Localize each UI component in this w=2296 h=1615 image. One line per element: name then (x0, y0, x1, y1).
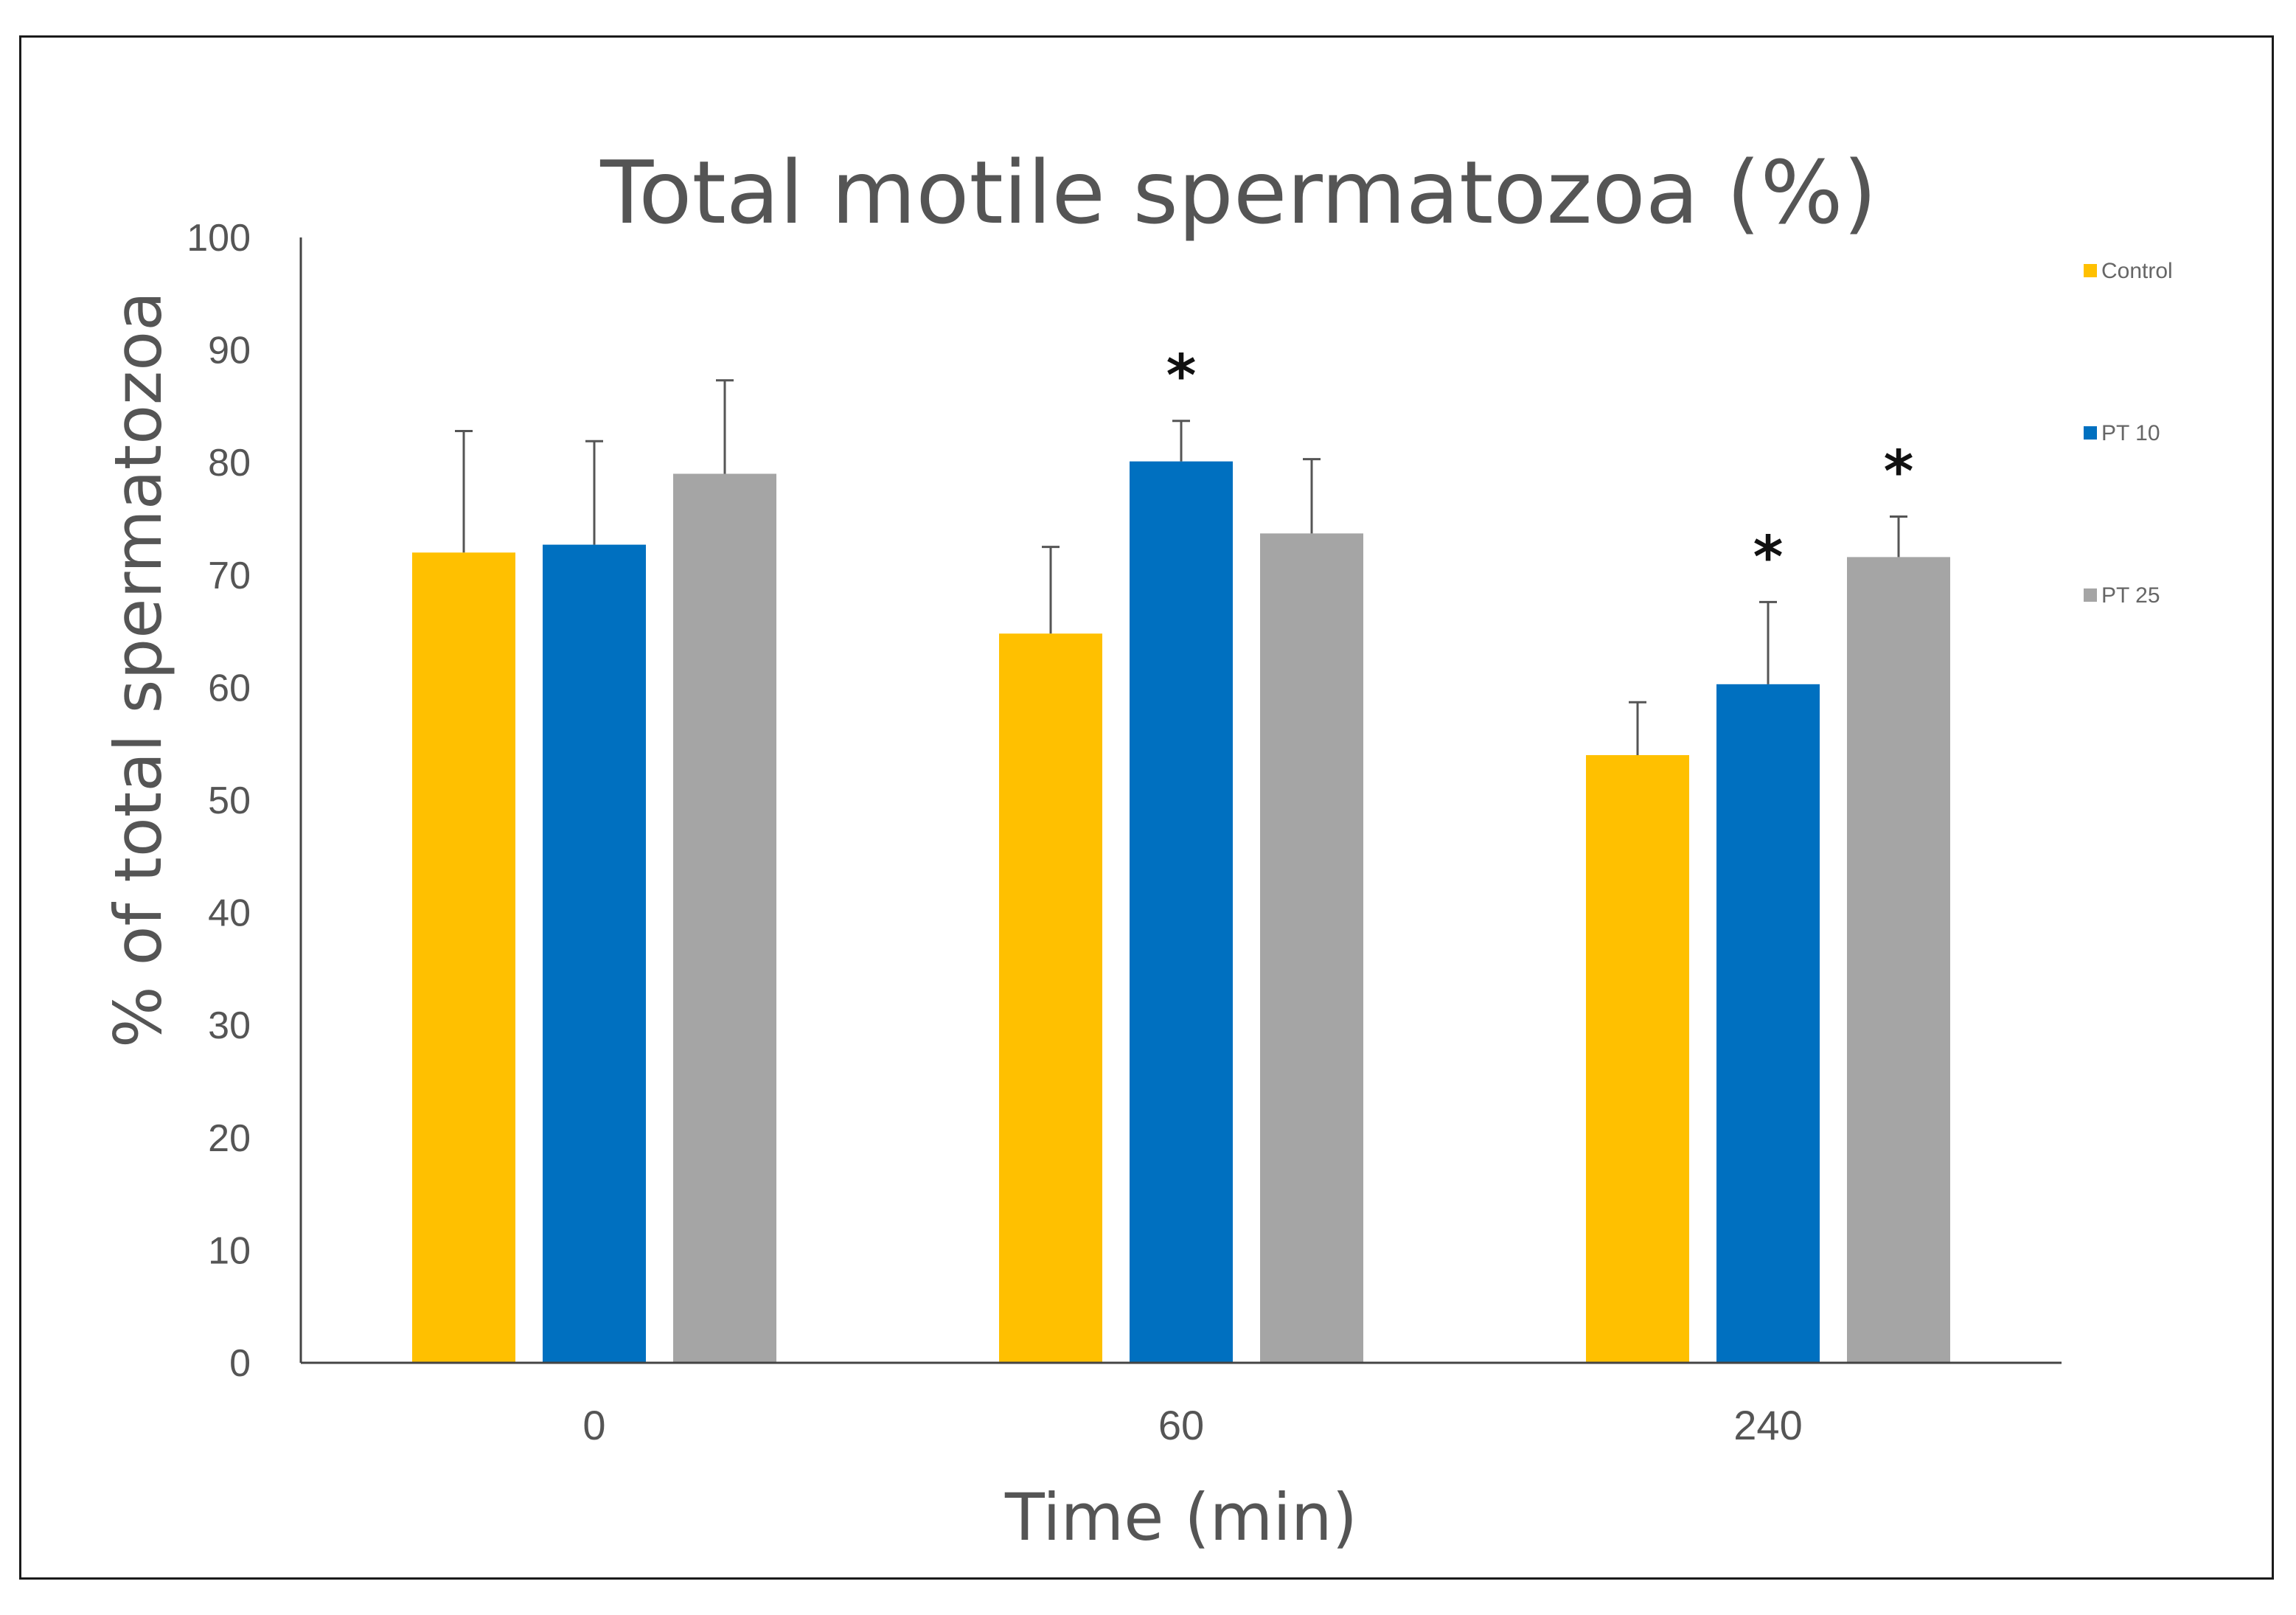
y-tick-label: 70 (208, 555, 251, 597)
x-category-label: 60 (1158, 1402, 1204, 1448)
bar-control-0 (412, 552, 515, 1363)
x-category-label: 240 (1733, 1402, 1802, 1448)
bar-pt-25-0 (673, 473, 776, 1364)
y-tick-label: 30 (208, 1004, 251, 1047)
y-tick-label: 60 (208, 667, 251, 709)
y-tick-label: 100 (187, 217, 251, 260)
x-category-label: 0 (582, 1402, 605, 1448)
chart-title: Total motile spermatozoa (%) (599, 142, 1876, 243)
bar-pt-10-240 (1716, 684, 1820, 1363)
y-axis-title: % of total spermatozoa (100, 291, 176, 1048)
legend: Control PT 10 PT 25 (2084, 259, 2173, 608)
significance-markers: * * * (1166, 344, 1914, 591)
bar-control-240 (1586, 754, 1689, 1363)
error-bars-group (455, 379, 1907, 755)
x-axis-categories: 0 60 240 (582, 1402, 1802, 1448)
significance-asterisk: * (1166, 344, 1197, 410)
y-axis-ticks: 0 10 20 30 40 50 60 70 80 90 100 (187, 217, 251, 1385)
y-tick-label: 90 (208, 330, 251, 372)
y-tick-label: 80 (208, 442, 251, 484)
y-tick-label: 20 (208, 1117, 251, 1160)
bar-pt-10-0 (543, 544, 646, 1363)
significance-asterisk: * (1884, 439, 1914, 505)
significance-asterisk: * (1753, 524, 1784, 591)
y-tick-label: 0 (229, 1342, 251, 1385)
legend-label: PT 10 (2101, 421, 2160, 445)
bar-pt-25-60 (1260, 533, 1363, 1363)
legend-swatch-pt-10 (2084, 426, 2097, 440)
y-tick-label: 40 (208, 892, 251, 935)
x-axis-title: Time (min) (1004, 1479, 1357, 1555)
legend-swatch-control (2084, 264, 2097, 277)
legend-swatch-pt-25 (2084, 588, 2097, 602)
bars-group (412, 461, 1950, 1364)
bar-pt-10-60 (1130, 461, 1233, 1363)
y-tick-label: 10 (208, 1229, 251, 1272)
bar-pt-25-240 (1847, 557, 1950, 1363)
bar-control-60 (999, 633, 1102, 1363)
y-tick-label: 50 (208, 779, 251, 822)
legend-label: PT 25 (2101, 583, 2160, 608)
legend-label: Control (2101, 259, 2173, 283)
